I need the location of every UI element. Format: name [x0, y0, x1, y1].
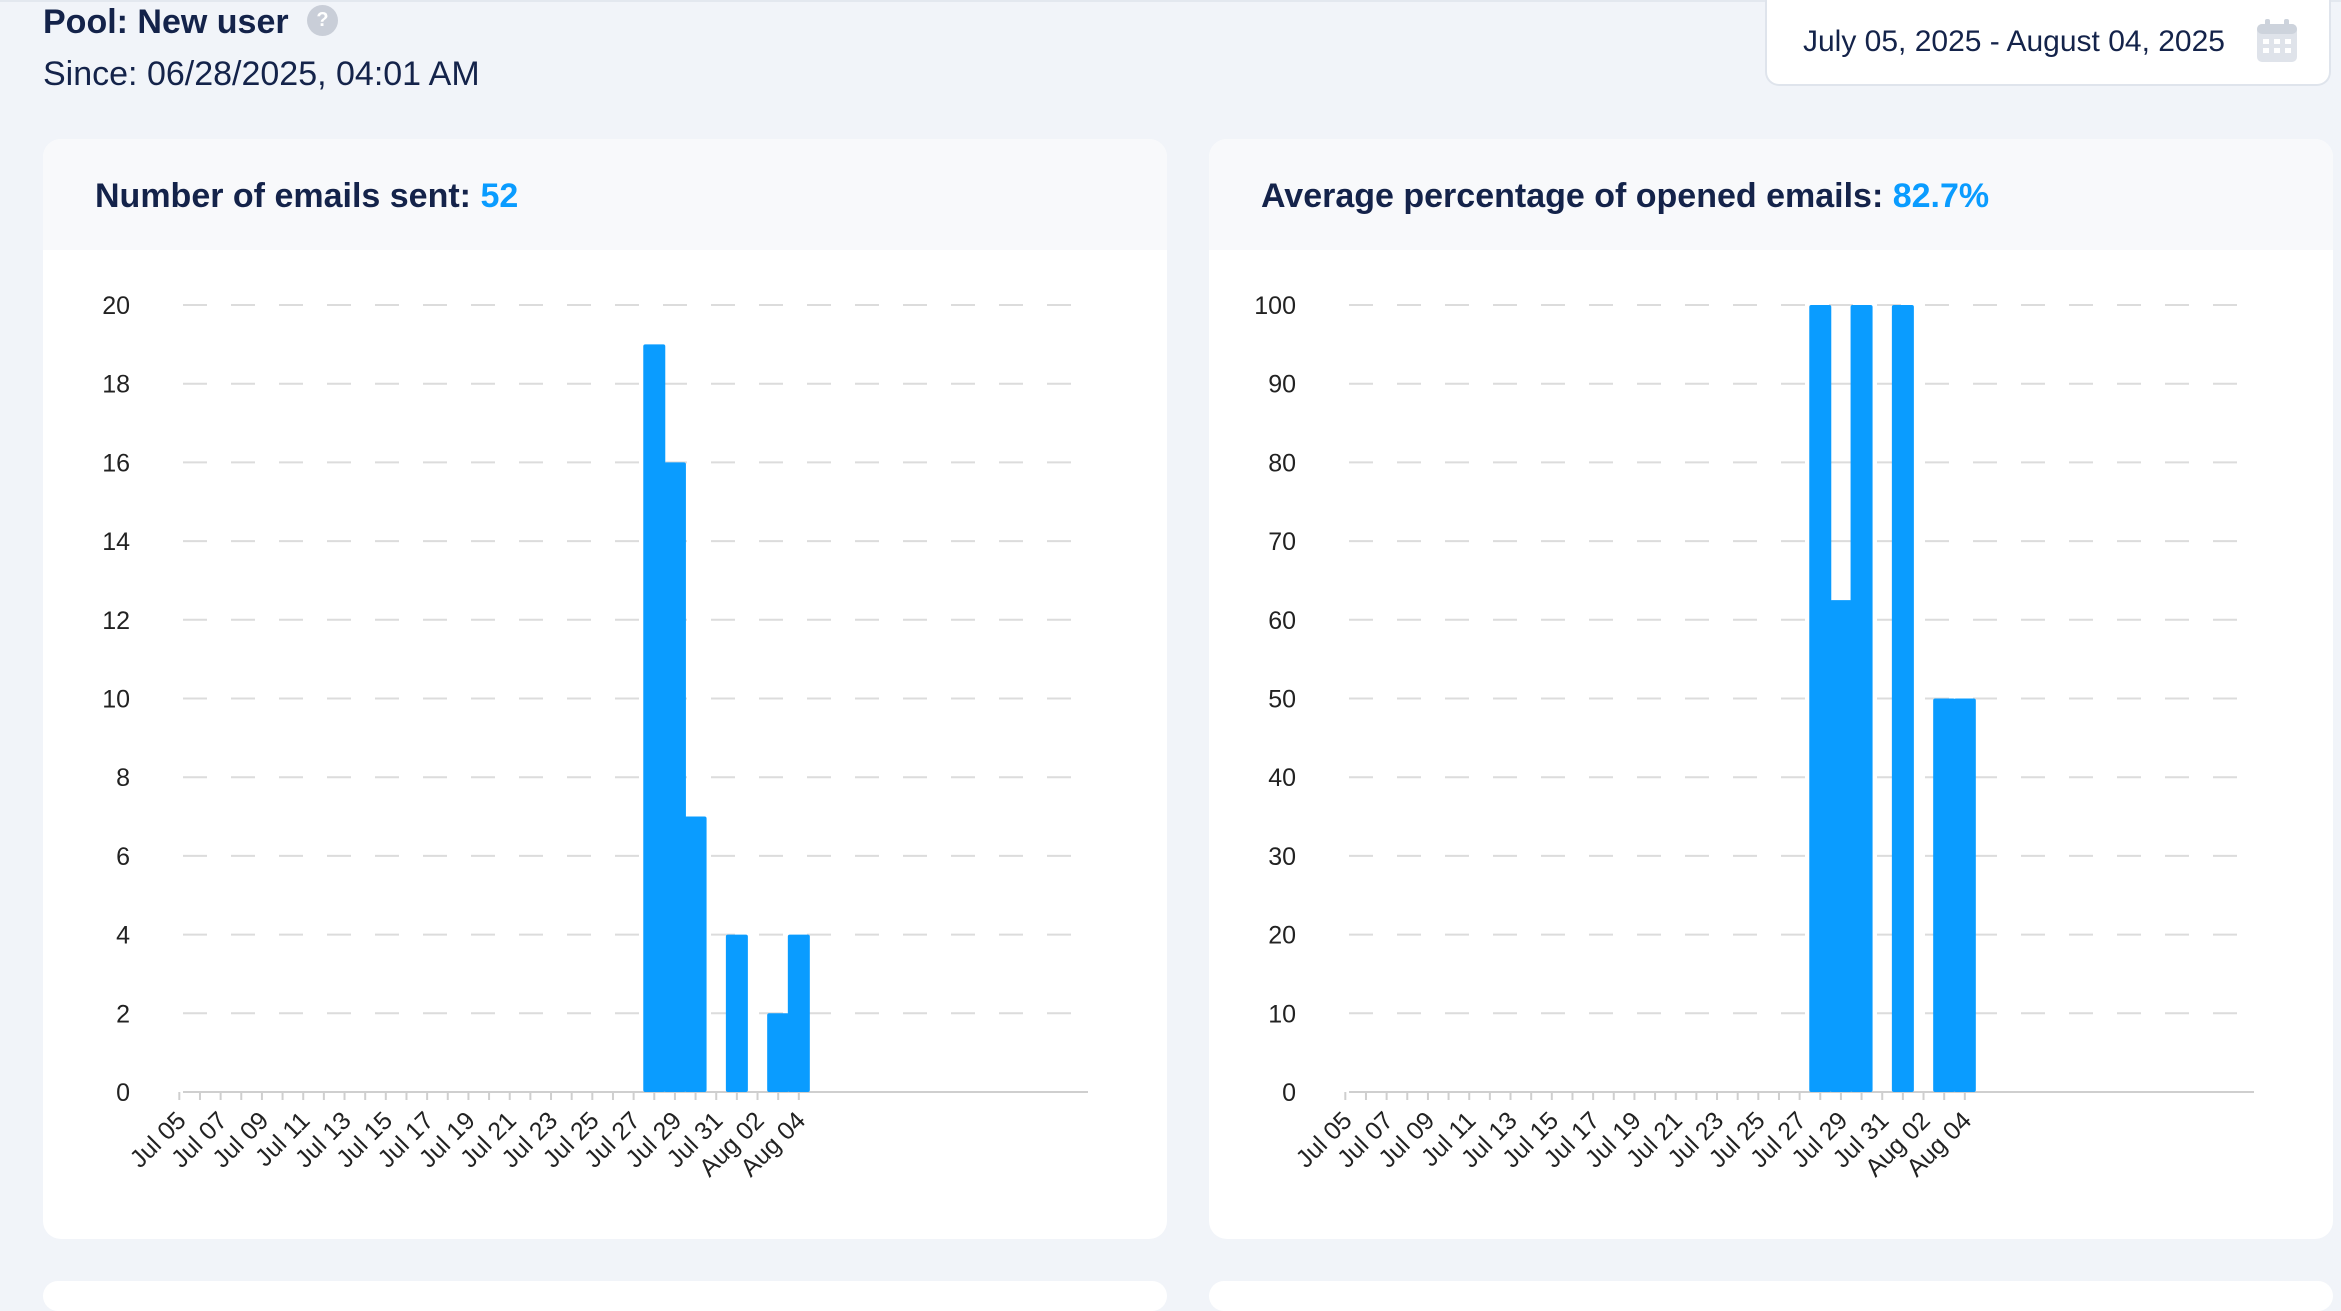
- chart-average-value: 82.7%: [1892, 177, 1990, 215]
- card-title: Average percentage of opened emails: 82.…: [1261, 176, 1989, 216]
- y-tick-label: 14: [102, 528, 130, 556]
- y-tick-label: 18: [102, 371, 130, 399]
- card-title: Number of emails sent: 52: [95, 176, 518, 216]
- bar[interactable]: [643, 344, 666, 1093]
- y-tick-label: 0: [1282, 1079, 1296, 1107]
- y-tick-label: 12: [102, 607, 130, 635]
- y-tick-label: 4: [116, 922, 130, 950]
- y-tick-label: 30: [1268, 843, 1296, 871]
- y-tick-label: 0: [116, 1079, 130, 1107]
- next-card-edge: [43, 1281, 1167, 1311]
- top-divider: [0, 0, 2341, 2]
- y-tick-label: 60: [1268, 607, 1296, 635]
- y-tick-label: 80: [1268, 449, 1296, 477]
- y-tick-label: 6: [116, 843, 130, 871]
- y-tick-label: 90: [1268, 371, 1296, 399]
- y-tick-label: 50: [1268, 686, 1296, 714]
- chart-title: Average percentage of opened emails:: [1261, 177, 1884, 215]
- since-timestamp: Since: 06/28/2025, 04:01 AM: [43, 55, 480, 93]
- bar[interactable]: [725, 934, 748, 1092]
- y-tick-label: 70: [1268, 528, 1296, 556]
- chart-title: Number of emails sent:: [95, 177, 471, 215]
- y-tick-label: 2: [116, 1000, 130, 1028]
- date-range-picker[interactable]: July 05, 2025 - August 04, 2025: [1765, 0, 2331, 86]
- y-tick-label: 40: [1268, 764, 1296, 792]
- pool-title: Pool: New user: [43, 3, 289, 41]
- y-tick-label: 20: [1268, 922, 1296, 950]
- emails-sent-card: Number of emails sent: 52 0 2 4 6 8 10 12 14 16 1…: [43, 139, 1167, 1239]
- card-header: Number of emails sent: 52: [43, 139, 1167, 250]
- calendar-icon[interactable]: [2255, 18, 2299, 64]
- bar[interactable]: [1850, 305, 1873, 1092]
- bar[interactable]: [684, 816, 707, 1092]
- bar[interactable]: [663, 462, 686, 1092]
- y-tick-label: 16: [102, 449, 130, 477]
- bar[interactable]: [1953, 698, 1976, 1093]
- bar[interactable]: [1809, 305, 1832, 1092]
- y-tick-label: 10: [102, 686, 130, 714]
- question-circle-icon[interactable]: ?: [307, 5, 338, 36]
- bar[interactable]: [787, 934, 810, 1092]
- opened-percentage-card: Average percentage of opened emails: 82.…: [1209, 139, 2333, 1239]
- bar[interactable]: [1891, 305, 1914, 1092]
- chart-total-value: 52: [480, 177, 519, 215]
- y-tick-label: 10: [1268, 1000, 1296, 1028]
- date-range-text: July 05, 2025 - August 04, 2025: [1803, 25, 2225, 58]
- y-tick-label: 100: [1254, 292, 1296, 320]
- bar[interactable]: [1933, 698, 1956, 1093]
- card-header: Average percentage of opened emails: 82.…: [1209, 139, 2333, 250]
- y-tick-label: 8: [116, 764, 130, 792]
- y-tick-label: 20: [102, 292, 130, 320]
- bar[interactable]: [1829, 600, 1852, 1092]
- next-card-edge: [1209, 1281, 2333, 1311]
- bar[interactable]: [767, 1013, 790, 1092]
